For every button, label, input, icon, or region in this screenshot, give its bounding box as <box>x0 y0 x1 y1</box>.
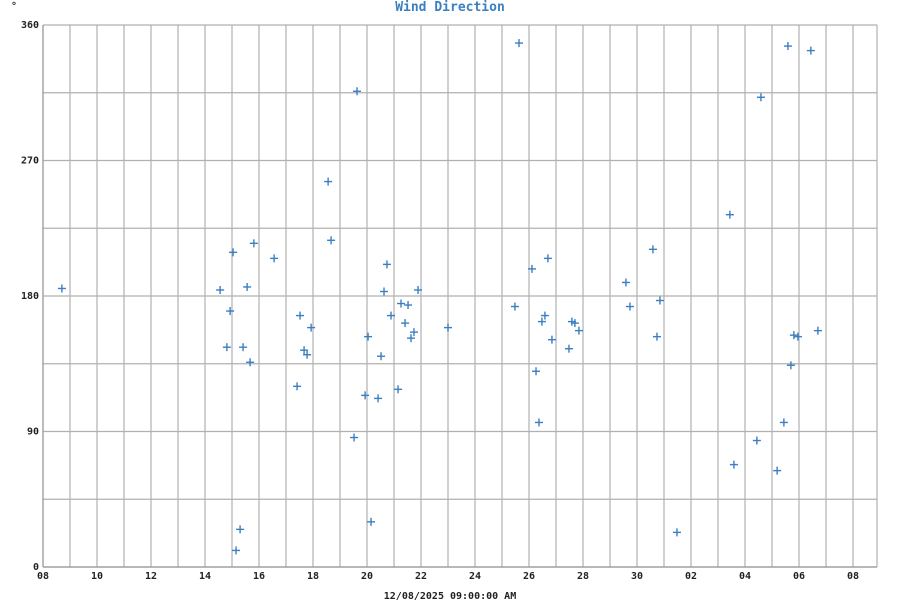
data-point <box>773 466 782 475</box>
data-point <box>300 346 309 355</box>
data-point <box>243 282 252 291</box>
data-point <box>229 248 238 257</box>
data-point <box>532 367 541 376</box>
data-point <box>793 332 802 341</box>
data-point <box>324 177 333 186</box>
data-point <box>293 382 302 391</box>
data-point <box>444 323 452 332</box>
x-tick-label: 08 <box>37 571 49 582</box>
data-point <box>367 517 376 526</box>
data-point <box>414 285 423 294</box>
data-point <box>377 352 386 361</box>
y-axis: 0 90 180 270 360 <box>21 20 39 573</box>
data-point <box>625 302 634 311</box>
x-tick-label: 14 <box>199 571 211 582</box>
data-point <box>401 319 410 328</box>
data-point <box>404 301 413 310</box>
grid <box>42 24 878 568</box>
data-point <box>779 418 788 427</box>
data-point <box>655 296 664 305</box>
x-tick-label: 20 <box>361 571 373 582</box>
x-axis: 08 10 12 14 16 18 20 22 24 26 28 30 02 04 06 08 <box>37 571 859 582</box>
x-tick-label: 02 <box>685 571 697 582</box>
data-point <box>725 210 734 219</box>
data-point <box>652 332 661 341</box>
x-tick-label: 08 <box>847 571 859 582</box>
data-point <box>353 87 362 96</box>
data-point <box>397 299 406 308</box>
data-point <box>216 285 225 294</box>
data-point <box>648 245 657 254</box>
x-tick-label: 04 <box>739 571 751 582</box>
data-point <box>374 394 383 403</box>
data-point <box>57 284 66 293</box>
data-points <box>57 39 822 555</box>
data-point <box>303 350 312 359</box>
x-tick-label: 06 <box>793 571 805 582</box>
data-point <box>307 323 316 332</box>
data-point <box>226 307 235 316</box>
chart-title: Wind Direction <box>395 0 505 15</box>
x-tick-label: 12 <box>145 571 157 582</box>
data-point <box>222 343 231 352</box>
y-tick-label: 270 <box>21 156 39 167</box>
data-point <box>570 319 579 328</box>
y-tick-label: 180 <box>21 291 39 302</box>
data-point <box>407 334 416 343</box>
x-tick-label: 10 <box>91 571 103 582</box>
data-point <box>249 239 258 248</box>
data-point <box>789 331 798 340</box>
y-tick-label: 0 <box>33 562 39 573</box>
data-point <box>382 260 391 269</box>
data-point <box>813 326 822 335</box>
x-tick-label: 26 <box>523 571 535 582</box>
data-point <box>296 311 305 320</box>
data-point <box>729 460 738 469</box>
data-point <box>239 343 248 352</box>
data-point <box>361 391 370 400</box>
x-tick-label: 22 <box>415 571 427 582</box>
x-tick-label: 16 <box>253 571 265 582</box>
data-point <box>540 311 549 320</box>
data-point <box>537 317 546 326</box>
data-point <box>806 46 815 55</box>
data-point <box>394 385 403 394</box>
data-point <box>270 254 279 263</box>
data-point <box>527 264 536 273</box>
data-point <box>752 436 761 445</box>
data-point <box>364 332 373 341</box>
data-point <box>786 361 795 370</box>
y-axis-unit-label: ° <box>11 1 17 12</box>
data-point <box>672 528 681 537</box>
data-point <box>574 326 583 335</box>
data-point <box>534 418 543 427</box>
data-point <box>543 254 552 263</box>
y-tick-label: 360 <box>21 20 39 31</box>
x-axis-label: 12/08/2025 09:00:00 AM <box>384 591 516 600</box>
data-point <box>510 302 519 311</box>
data-point <box>236 525 245 534</box>
data-point <box>327 236 336 245</box>
data-point <box>564 344 573 353</box>
x-tick-label: 28 <box>577 571 589 582</box>
data-point <box>756 93 765 102</box>
data-point <box>246 358 255 367</box>
x-tick-label: 24 <box>469 571 481 582</box>
data-point <box>515 39 524 48</box>
data-point <box>621 278 630 287</box>
data-point <box>409 328 418 337</box>
data-point <box>350 433 359 442</box>
data-point <box>380 287 389 296</box>
data-point <box>387 311 396 320</box>
data-point <box>547 335 556 344</box>
x-tick-label: 30 <box>631 571 643 582</box>
data-point <box>232 546 241 555</box>
x-tick-label: 18 <box>307 571 319 582</box>
y-tick-label: 90 <box>27 427 39 438</box>
data-point <box>783 42 792 51</box>
